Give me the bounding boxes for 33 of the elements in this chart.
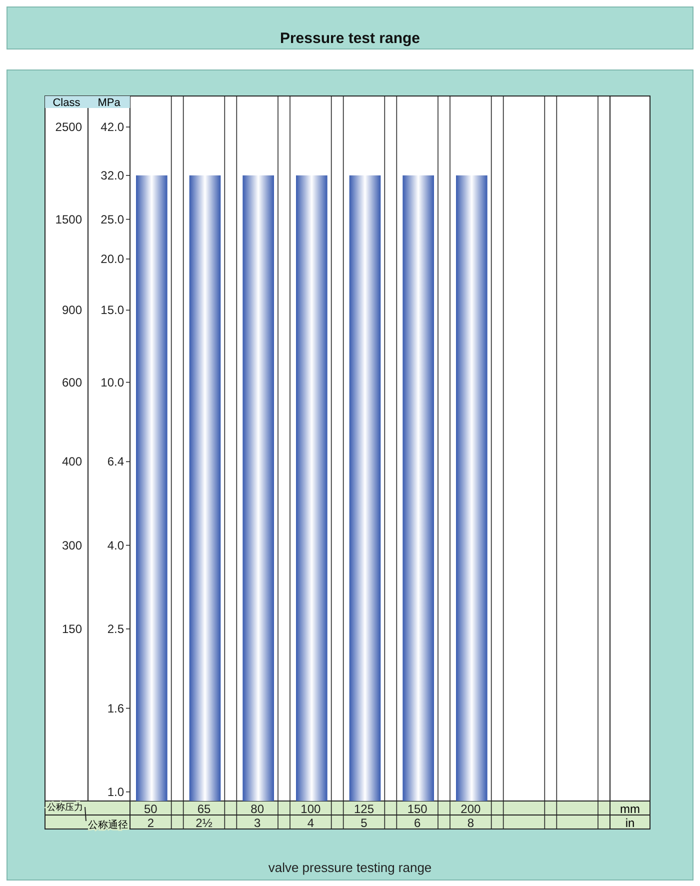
x-tick-label: 50 2 [144,802,158,830]
y-tick-label: 20.0 [100,252,124,266]
y-tick-label: 1.6 [107,701,124,716]
y-tick-label: 1.0 [107,784,124,799]
x-tick-label: 100 4 [300,802,321,830]
x-tick-label: 200 8 [460,802,481,830]
text: 600 [62,375,82,390]
x-tick-label: 150 6 [407,802,428,830]
x-tick-label: 125 5 [354,802,374,830]
text: 300 [62,538,82,552]
y-axis-title: MPa [98,97,122,109]
text: 1500 [55,212,82,226]
y-tick-label: 6.4 [107,454,124,469]
y-tick-label: 10.0 [100,375,124,390]
text: mm [620,802,640,816]
text: 150 [62,622,82,636]
text: in [625,816,635,830]
y-tick-label: 42.0 [100,120,124,134]
text: 400 [62,454,82,469]
y-tick-label: 15.0 [100,303,124,318]
y-tick-label: 32.0 [100,168,124,182]
y-tick-label: 2.5 [107,622,124,636]
text: 2500 [55,120,82,134]
text: Class [52,97,81,109]
text: valve pressure testing range [268,860,432,875]
text: 公称压力 [47,802,83,812]
text: 900 [62,303,82,318]
chart-title: Pressure test range [280,30,420,47]
y-tick-label: 25.0 [100,212,124,226]
y-tick-label: 4.0 [107,538,124,552]
x-tick-label: 80 3 [250,802,264,830]
x-tick-label: 65 2½ [196,802,212,830]
x-axis-title: 公称通径 [88,819,128,831]
